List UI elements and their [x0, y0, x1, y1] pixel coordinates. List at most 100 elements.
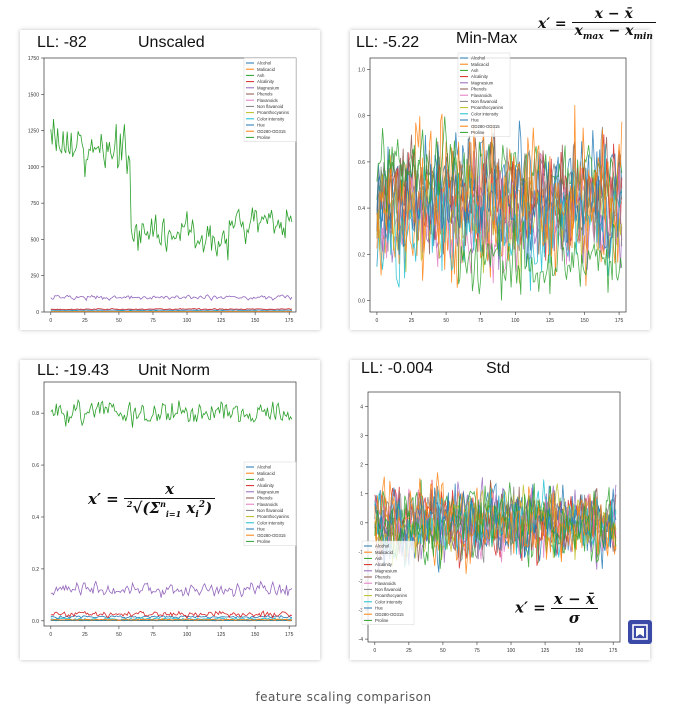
x-tick-label: 25 — [82, 632, 88, 638]
y-tick-label: -2 — [359, 579, 364, 585]
chart-ll-label: LL: -0.004 — [361, 360, 434, 377]
legend-label: Non flavanoid — [375, 587, 402, 592]
legend-label: Ash — [375, 556, 383, 561]
chart-svg-unscaled: 0 250 500 750 1000 1250 1500 1750 0 25 50 75 100 125 1… — [28, 56, 297, 324]
chart-panel-unitnorm: 0.0 0.2 0.4 0.6 0.8 0 25 50 75 100 125 150 175 Alcoho… — [20, 360, 320, 660]
y-tick-label: 500 — [31, 237, 40, 243]
legend-label: Alcohol — [257, 465, 271, 470]
y-tick-label: -3 — [359, 608, 364, 614]
legend-label: Alcalinity — [257, 483, 275, 488]
x-tick-label: 150 — [251, 632, 260, 638]
y-tick-label: 1.0 — [358, 68, 365, 74]
x-tick-label: 100 — [183, 632, 192, 638]
x-tick-label: 125 — [541, 648, 550, 654]
y-tick-label: 1750 — [28, 56, 39, 62]
legend-label: Proline — [471, 130, 485, 135]
chart-svg-minmax: 0.0 0.2 0.4 0.6 0.8 1.0 0 25 50 75 100 125 150 175 Alc… — [358, 52, 627, 324]
legend-label: Flavanoids — [471, 93, 492, 98]
legend-label: Magnesium — [257, 489, 280, 494]
y-tick-label: 2 — [360, 463, 363, 469]
y-tick-label: 0.6 — [358, 160, 365, 166]
x-tick-label: 50 — [116, 632, 122, 638]
x-tick-label: 0 — [49, 318, 52, 324]
y-tick-label: 750 — [31, 201, 40, 207]
legend-label: Alcalinity — [471, 74, 489, 79]
legend-label: Ash — [257, 73, 265, 78]
chart-panel-unscaled: 0 250 500 750 1000 1250 1500 1750 0 25 50 75 100 125 1… — [20, 30, 320, 330]
chart-title: Std — [486, 360, 511, 377]
chart-ll-label: LL: -19.43 — [37, 362, 110, 379]
legend-label: Proline — [257, 135, 271, 140]
legend-label: Hue — [257, 527, 265, 532]
x-tick-label: 125 — [217, 632, 226, 638]
y-tick-label: 1 — [360, 492, 363, 498]
bookmark-badge[interactable] — [628, 620, 652, 644]
y-tick-label: -4 — [359, 637, 364, 643]
y-tick-label: 0.6 — [32, 463, 39, 469]
legend-label: Phenols — [257, 496, 273, 501]
legend-label: OD280-OD315 — [471, 124, 500, 129]
legend-label: Alcalinity — [375, 562, 393, 567]
legend-label: Malicacid — [257, 67, 276, 72]
legend-label: Ash — [471, 68, 479, 73]
chart-ll-label: LL: -5.22 — [356, 34, 420, 51]
legend-label: Non flavanoid — [257, 508, 284, 513]
y-tick-label: 1250 — [28, 129, 39, 135]
y-tick-label: 0.0 — [358, 298, 365, 304]
legend-label: Hue — [257, 123, 265, 128]
series-line-proline — [376, 116, 623, 301]
series-line-magnesium — [50, 580, 293, 598]
x-tick-label: 150 — [580, 318, 589, 324]
y-tick-label: -1 — [359, 550, 364, 556]
legend-label: Alcohol — [375, 544, 389, 549]
legend-label: Hue — [375, 606, 383, 611]
legend-label: Proanthocyanins — [257, 514, 289, 519]
x-tick-label: 25 — [82, 318, 88, 324]
x-tick-label: 125 — [546, 318, 555, 324]
legend-label: Phenols — [471, 87, 487, 92]
y-tick-label: 4 — [360, 405, 363, 411]
x-tick-label: 175 — [609, 648, 618, 654]
legend-label: Malicacid — [375, 550, 394, 555]
x-tick-label: 0 — [49, 632, 52, 638]
chart-title: Min-Max — [456, 30, 518, 47]
series-line-proline — [50, 398, 293, 428]
legend-label: Flavanoids — [257, 502, 278, 507]
legend-label: Magnesium — [375, 568, 398, 573]
star-bookmark-icon — [632, 624, 648, 640]
x-tick-label: 50 — [440, 648, 446, 654]
legend-label: Hue — [471, 118, 479, 123]
legend-label: Magnesium — [257, 85, 280, 90]
y-tick-label: 1000 — [28, 165, 39, 171]
series-line-proline — [374, 482, 617, 569]
legend-label: Proline — [375, 618, 389, 623]
y-tick-label: 0.4 — [32, 515, 39, 521]
y-tick-label: 0.2 — [32, 567, 39, 573]
series-group — [50, 118, 293, 312]
x-tick-label: 175 — [285, 632, 294, 638]
series-line-alcalinity — [50, 307, 293, 311]
y-tick-label: 0 — [36, 310, 39, 316]
series-line-proline — [50, 118, 293, 261]
legend-label: Color intensity — [375, 599, 403, 604]
x-tick-label: 25 — [409, 318, 415, 324]
y-tick-label: 0.2 — [358, 252, 365, 258]
y-tick-label: 3 — [360, 434, 363, 440]
legend-label: Flavanoids — [375, 581, 396, 586]
legend-label: Alcalinity — [257, 79, 275, 84]
legend-label: Proanthocyanins — [257, 110, 289, 115]
series-group — [374, 472, 617, 574]
legend-label: Color intensity — [471, 111, 499, 116]
y-tick-label: 250 — [31, 274, 40, 280]
x-tick-label: 150 — [575, 648, 584, 654]
legend-label: Color intensity — [257, 520, 285, 525]
chart-panel-std: -4 -3 -2 -1 0 1 2 3 4 0 25 50 75 100 125 150 175 Alcohol M… — [350, 360, 650, 660]
series-line-od280-od315 — [50, 618, 293, 621]
x-tick-label: 75 — [150, 318, 156, 324]
legend-label: Alcohol — [471, 56, 485, 61]
chart-title: Unscaled — [138, 34, 205, 51]
legend-label: OD280-OD315 — [257, 533, 286, 538]
